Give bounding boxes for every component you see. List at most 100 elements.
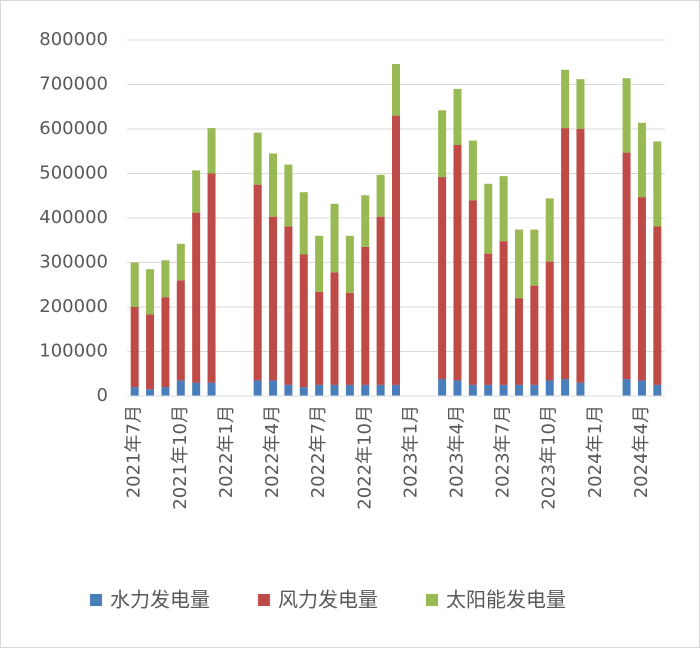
bar-segment: [269, 380, 278, 396]
bar-segment: [269, 153, 278, 217]
y-tick-label: 300000: [39, 252, 108, 273]
bar-segment: [514, 229, 523, 299]
bar-segment: [345, 292, 354, 385]
y-tick-label: 100000: [39, 341, 108, 362]
legend-swatch: [426, 594, 438, 606]
y-tick-label: 600000: [39, 118, 108, 139]
x-tick-label: 2022年7月: [308, 405, 329, 498]
legend-swatch: [90, 594, 102, 606]
bar-segment: [253, 184, 262, 381]
x-tick-label: 2023年7月: [493, 405, 514, 498]
bar-segment: [161, 260, 170, 298]
bar-segment: [392, 115, 400, 385]
bar-segment: [561, 128, 570, 380]
y-tick-label: 800000: [39, 29, 108, 50]
bar-segment: [361, 195, 370, 247]
bar-segment: [499, 241, 508, 385]
legend-swatch: [258, 594, 270, 606]
bar-segment: [176, 380, 185, 396]
bar-segment: [438, 177, 447, 380]
y-tick-label: 400000: [39, 207, 108, 228]
bar-segment: [130, 387, 139, 396]
bar-segment: [330, 272, 339, 385]
bar-segment: [284, 384, 293, 396]
bar-segment: [315, 291, 324, 385]
bar-segment: [545, 261, 554, 381]
bar-segment: [376, 216, 385, 385]
bar-segment: [468, 200, 477, 385]
bar-segment: [499, 384, 508, 396]
bar-segment: [514, 298, 523, 385]
x-tick-label: 2024年1月: [585, 405, 606, 498]
bar-segment: [468, 140, 477, 201]
bar-segment: [530, 229, 539, 286]
bar-segment: [345, 235, 354, 293]
bar-segment: [361, 384, 370, 396]
bar-segment: [392, 384, 400, 396]
bar-segment: [392, 64, 400, 116]
bar-segment: [453, 380, 462, 396]
bar-segment: [438, 110, 447, 178]
x-tick-label: 2021年7月: [124, 405, 145, 498]
bar-segment: [207, 382, 216, 396]
bar-segment: [653, 384, 662, 396]
x-tick-label: 2024年4月: [631, 405, 652, 498]
y-tick-label: 200000: [39, 296, 108, 317]
bar-segment: [130, 262, 139, 307]
bar-segment: [499, 176, 508, 242]
bar-segment: [637, 380, 646, 396]
bar-segment: [484, 384, 493, 396]
x-tick-label: 2023年10月: [539, 405, 560, 510]
bar-segment: [315, 235, 324, 292]
bar-segment: [284, 164, 293, 227]
bar-segment: [561, 69, 570, 129]
bar-segment: [376, 174, 385, 217]
bar-segment: [530, 285, 539, 385]
bar-segment: [192, 170, 201, 213]
bar-segment: [161, 297, 170, 388]
bar-segment: [192, 382, 201, 396]
bar-segment: [561, 379, 570, 396]
legend-label: 水力发电量: [110, 588, 210, 612]
bar-segment: [345, 384, 354, 396]
bar-segment: [576, 129, 585, 383]
x-tick-label: 2022年4月: [262, 405, 283, 498]
bar-segment: [284, 226, 293, 385]
bar-segment: [453, 145, 462, 381]
bar-segment: [192, 212, 201, 383]
bar-segment: [514, 384, 523, 396]
bar-segment: [315, 384, 324, 396]
bar-segment: [146, 269, 155, 315]
bar-segment: [299, 192, 308, 255]
bar-segment: [176, 280, 185, 381]
x-tick-label: 2022年1月: [216, 405, 237, 498]
bar-segment: [637, 197, 646, 381]
bar-segment: [653, 141, 662, 227]
x-tick-label: 2021年10月: [170, 405, 191, 510]
y-tick-label: 700000: [39, 74, 108, 95]
bar-segment: [576, 382, 585, 396]
x-tick-label: 2023年1月: [400, 405, 421, 498]
bar-segment: [299, 254, 308, 388]
bar-segment: [484, 183, 493, 254]
bar-segment: [545, 198, 554, 262]
bar-segment: [161, 387, 170, 396]
bar-segment: [176, 243, 185, 281]
bar-segment: [269, 216, 278, 381]
bar-segment: [453, 88, 462, 146]
bar-segment: [530, 384, 539, 396]
bar-segment: [253, 132, 262, 185]
bar-segment: [146, 389, 155, 396]
bar-segment: [622, 78, 631, 153]
legend-label: 风力发电量: [278, 588, 378, 612]
bar-segment: [130, 307, 139, 388]
y-tick-label: 500000: [39, 163, 108, 184]
x-tick-label: 2023年4月: [446, 405, 467, 498]
bar-segment: [545, 380, 554, 396]
bar-segment: [438, 379, 447, 396]
bar-segment: [468, 384, 477, 396]
bar-segment: [653, 226, 662, 385]
x-tick-label: 2022年10月: [354, 405, 375, 510]
